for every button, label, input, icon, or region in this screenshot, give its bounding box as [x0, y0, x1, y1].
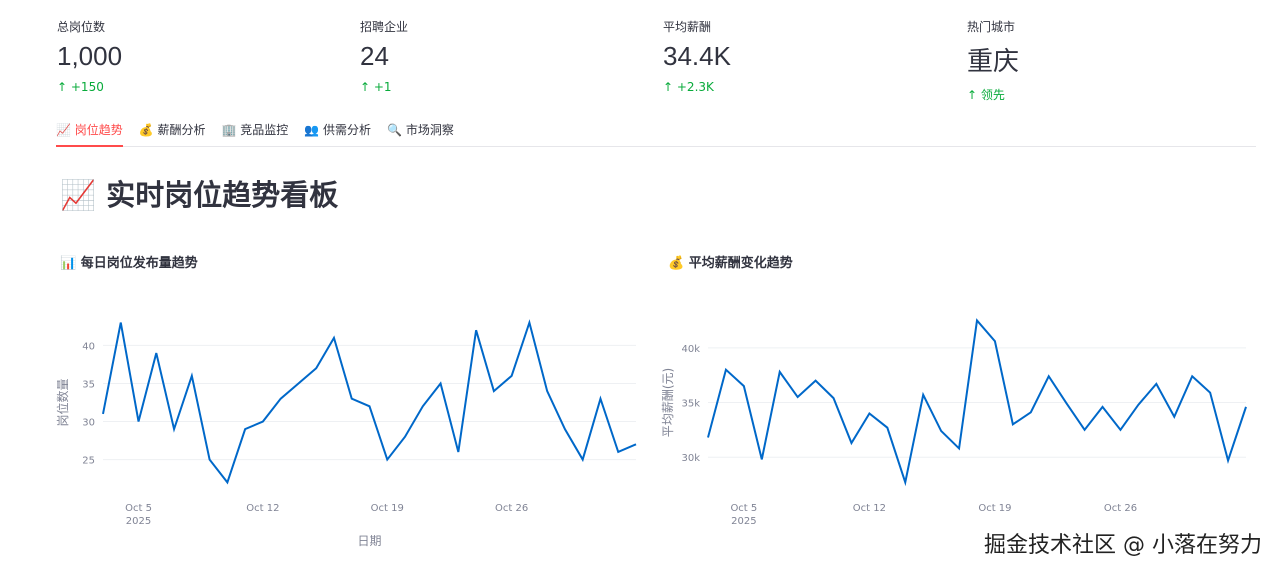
tab-market-insight[interactable]: 🔍 市场洞察 — [387, 123, 454, 137]
metric-hot-city: 热门城市重庆 ↑ 领先 — [967, 18, 1019, 103]
tab-supply-demand[interactable]: 👥 供需分析 — [304, 123, 372, 137]
metric-label: 总岗位数 — [57, 20, 106, 34]
tab-competitor-monitor[interactable]: 🏢 竞品监控 — [221, 123, 289, 137]
page-title: 📈 实时岗位趋势看板 — [60, 178, 339, 212]
metric-label: 热门城市 — [967, 20, 1016, 34]
tab-job-trend[interactable]: 📈 岗位趋势 — [56, 118, 123, 147]
x-tick-label: Oct 12 — [246, 503, 279, 514]
y-tick-label: 35 — [82, 379, 95, 390]
y-axis-label: 平均薪酬(元) — [661, 368, 675, 437]
y-tick-label: 40k — [681, 344, 700, 355]
chart-title-jobs: 📊 每日岗位发布量趋势 — [60, 256, 198, 271]
metric-delta: ↑ +2.3K — [663, 80, 714, 94]
y-tick-label: 30 — [82, 418, 95, 429]
delta-text: +1 — [373, 80, 392, 94]
jobs-line-chart[interactable]: 25 30 35 40 Oct 5 Oct 12 Oct 19 Oct 26 2025 日期 岗位数… — [50, 290, 650, 560]
metric-delta: ↑ 领先 — [967, 88, 1005, 102]
tab-salary-analysis[interactable]: 💰 薪酬分析 — [138, 123, 206, 137]
series-line — [707, 318, 1247, 487]
x-year-label: 2025 — [126, 516, 151, 527]
y-axis-label: 岗位数量 — [55, 378, 70, 426]
x-axis-label: 日期 — [357, 534, 381, 548]
series-line — [102, 319, 637, 485]
metric-total-jobs: 总岗位数 1,000 ↑ +150 — [57, 18, 122, 94]
x-tick-label: Oct 19 — [371, 503, 404, 514]
metric-delta: ↑ +1 — [360, 80, 392, 94]
metric-avg-salary: 平均薪酬 34.4K ↑ +2.3K — [663, 18, 731, 94]
metric-label: 招聘企业 — [360, 20, 409, 34]
y-tick-label: 25 — [82, 456, 95, 467]
metric-companies: 招聘企业 24 ↑ +1 — [360, 18, 408, 94]
x-tick-label: Oct 5 — [125, 503, 152, 514]
delta-text: +2.3K — [676, 80, 714, 94]
delta-text: 领先 — [980, 88, 1005, 102]
y-tick-label: 30k — [681, 453, 700, 464]
x-tick-label: Oct 26 — [1104, 503, 1137, 514]
metric-value: 24 — [360, 41, 389, 71]
x-tick-label: Oct 26 — [495, 503, 528, 514]
metric-label: 平均薪酬 — [663, 20, 712, 34]
y-tick-label: 35k — [681, 399, 700, 410]
tab-bar: 📈 岗位趋势 💰 薪酬分析 🏢 竞品监控 👥 供需分析 🔍 市场洞察 — [56, 118, 1256, 147]
x-tick-label: Oct 12 — [853, 503, 886, 514]
metric-value: 34.4K — [663, 41, 731, 71]
metric-value: 1,000 — [57, 41, 123, 71]
salary-line-chart[interactable]: 30k 35k 40k Oct 5 Oct 12 Oct 19 Oct 26 2025 平均薪酬… — [660, 290, 1260, 530]
metric-delta: ↑ +150 — [57, 80, 104, 94]
x-tick-label: Oct 19 — [978, 503, 1011, 514]
metric-value: 重庆 — [967, 46, 1020, 76]
x-year-label: 2025 — [731, 516, 756, 527]
chart-title-salary: 💰 平均薪酬变化趋势 — [668, 256, 793, 271]
watermark: 掘金技术社区 @ 小落在努力 — [984, 533, 1262, 558]
y-tick-label: 40 — [82, 341, 95, 352]
x-tick-label: Oct 5 — [730, 503, 757, 514]
delta-text: +150 — [70, 80, 104, 94]
